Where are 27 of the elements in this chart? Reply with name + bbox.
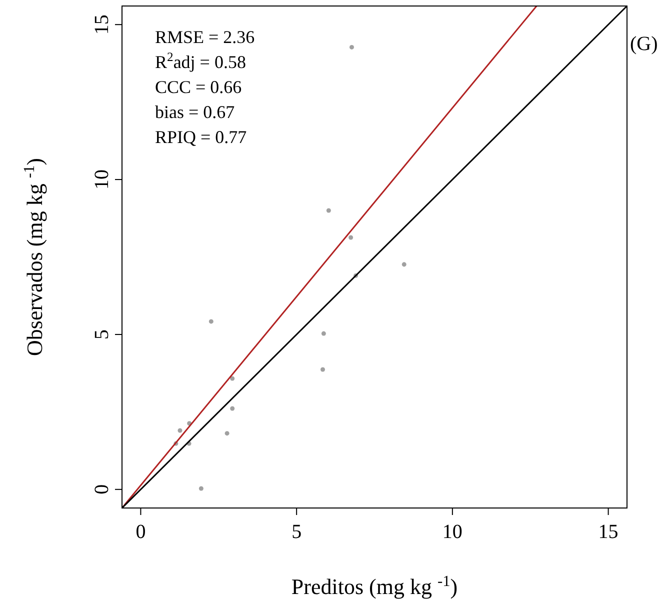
point: [230, 406, 235, 411]
point: [230, 376, 235, 381]
annotation: bias = 0.67: [155, 102, 235, 122]
point: [321, 331, 326, 336]
y-tick-label: 15: [91, 14, 113, 35]
point: [349, 44, 354, 50]
annotation: RPIQ = 0.77: [155, 127, 247, 147]
x-axis-title: Preditos (mg kg $^{-1}$): [291, 572, 458, 599]
text: (G): [630, 33, 658, 55]
y-tick-label: 10: [91, 170, 113, 190]
x-tick-label: 15: [598, 521, 618, 543]
point: [320, 367, 326, 372]
x-tick-label: 10: [442, 521, 462, 543]
annotation: RMSE = 2.36: [155, 27, 255, 47]
x-tick-label: 0: [136, 521, 146, 543]
x-tick-label: 5: [292, 521, 302, 543]
y-tick-label: 0: [91, 484, 113, 494]
point: [326, 208, 331, 213]
annotation: R$^{2}$adj = 0.58: [155, 50, 246, 72]
point: [208, 319, 214, 324]
point: [224, 431, 230, 436]
annotation: CCC = 0.66: [155, 77, 242, 97]
y-tick-label: 5: [91, 329, 113, 340]
point: [178, 428, 182, 433]
point: [402, 262, 406, 267]
point: [198, 486, 204, 491]
point: [348, 235, 354, 240]
